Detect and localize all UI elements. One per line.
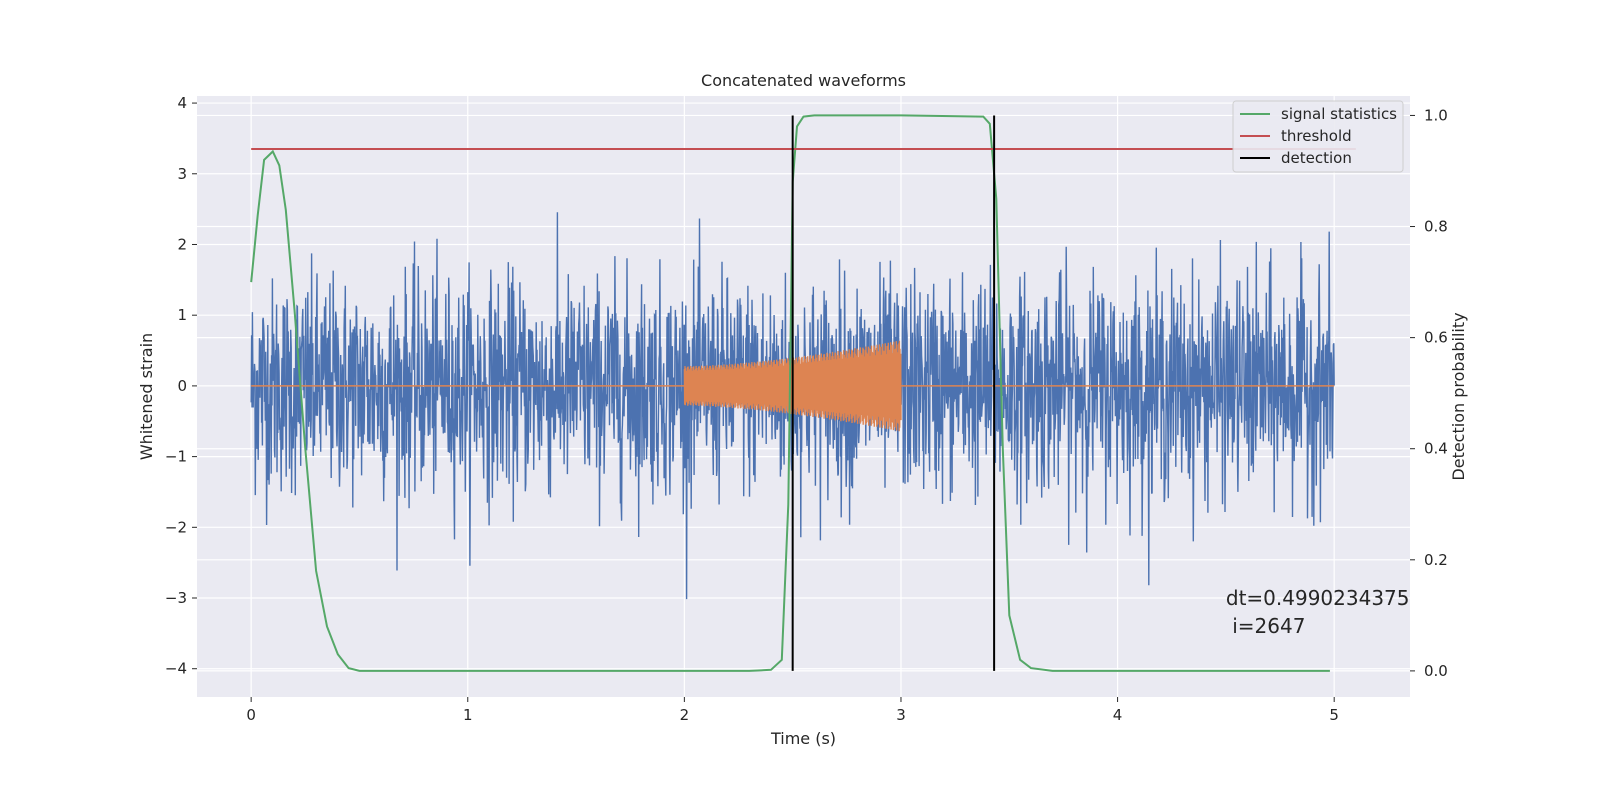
annotation: dt=0.4990234375 i=2647 <box>1226 586 1410 638</box>
y-right-axis-ticks: 1.0 0.8 0.6 0.4 0.2 0.0 <box>1410 106 1448 680</box>
legend-box <box>1232 100 1404 173</box>
x-axis-label: Time (s) <box>770 729 836 748</box>
x-tick-label: 4 <box>1113 706 1123 724</box>
y-left-tick-label: 2 <box>177 235 187 253</box>
y-right-tick-label: 0.6 <box>1424 329 1448 347</box>
annotation-line: i=2647 <box>1226 614 1306 638</box>
x-tick-label: 1 <box>463 706 473 724</box>
y-left-axis-label: Whitened strain <box>137 333 156 460</box>
y-left-tick-label: 4 <box>177 94 187 112</box>
y-left-tick-label: 1 <box>177 306 187 324</box>
annotation-line: dt=0.4990234375 <box>1226 586 1410 610</box>
x-tick-label: 2 <box>680 706 690 724</box>
legend: signal statistics threshold detection <box>1232 100 1404 173</box>
y-left-tick-label: 0 <box>177 377 187 395</box>
y-right-axis-label: Detection probability <box>1449 312 1468 480</box>
y-left-tick-label: −1 <box>165 448 187 466</box>
chart-title: Concatenated waveforms <box>701 71 906 90</box>
x-axis-ticks: 0 1 2 3 4 5 <box>246 697 1339 724</box>
legend-label: detection <box>1281 149 1352 167</box>
x-tick-label: 3 <box>896 706 906 724</box>
series <box>250 114 1356 672</box>
y-left-tick-label: 3 <box>177 165 187 183</box>
y-left-tick-label: −4 <box>165 660 187 678</box>
y-left-axis-ticks: 4 3 2 1 0 −1 −2 −3 −4 <box>165 94 197 678</box>
signal-statistics-line <box>250 114 1330 672</box>
x-tick-label: 0 <box>246 706 256 724</box>
y-right-tick-label: 1.0 <box>1424 106 1448 124</box>
y-right-tick-label: 0.2 <box>1424 551 1448 569</box>
y-left-tick-label: −2 <box>165 518 187 536</box>
legend-label: threshold <box>1281 127 1352 145</box>
legend-label: signal statistics <box>1281 105 1397 123</box>
x-tick-label: 5 <box>1329 706 1339 724</box>
y-right-tick-label: 0.0 <box>1424 662 1448 680</box>
y-left-tick-label: −3 <box>165 589 187 607</box>
y-right-tick-label: 0.4 <box>1424 440 1448 458</box>
y-right-tick-label: 0.8 <box>1424 218 1448 236</box>
